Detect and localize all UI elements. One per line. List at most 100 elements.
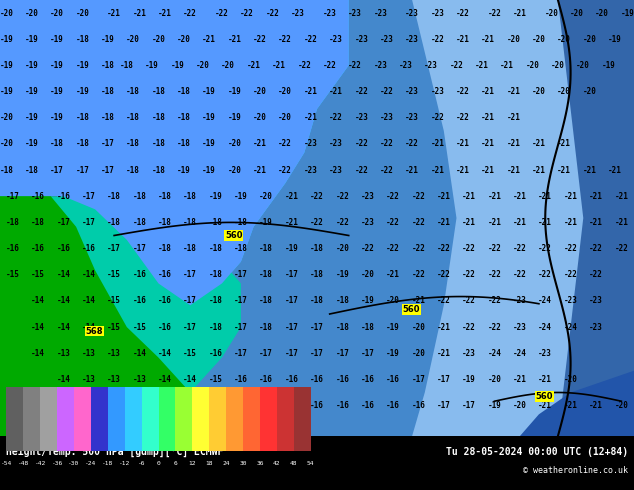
Text: -22: -22 <box>488 9 501 18</box>
Text: -20: -20 <box>532 35 546 44</box>
Text: -23: -23 <box>291 9 305 18</box>
Text: -20: -20 <box>228 140 242 148</box>
Text: -22: -22 <box>354 166 368 174</box>
Text: -22: -22 <box>488 270 501 279</box>
Text: -23: -23 <box>354 35 368 44</box>
Text: -18: -18 <box>158 192 172 201</box>
Text: -16: -16 <box>31 244 45 253</box>
Text: -21: -21 <box>253 140 267 148</box>
Text: -21: -21 <box>437 322 451 332</box>
Text: -23: -23 <box>380 35 394 44</box>
Text: -23: -23 <box>329 35 343 44</box>
Text: -17: -17 <box>234 322 248 332</box>
Text: -16: -16 <box>82 244 96 253</box>
Bar <box>91 387 108 451</box>
Text: -15: -15 <box>209 375 223 384</box>
Text: 48: 48 <box>290 461 297 465</box>
Text: -18: -18 <box>209 218 223 227</box>
Text: -14: -14 <box>259 401 273 410</box>
Text: -20: -20 <box>126 35 140 44</box>
Text: -17: -17 <box>107 244 121 253</box>
Text: -21: -21 <box>488 218 501 227</box>
Text: -23: -23 <box>329 166 343 174</box>
Text: -20: -20 <box>0 9 13 18</box>
Text: -22: -22 <box>411 244 425 253</box>
Text: -23: -23 <box>361 192 375 201</box>
Text: -17: -17 <box>285 322 299 332</box>
Text: -22: -22 <box>437 296 451 305</box>
Text: -17: -17 <box>183 270 197 279</box>
Text: -18: -18 <box>177 140 191 148</box>
Text: -22: -22 <box>513 270 527 279</box>
Text: -13: -13 <box>107 401 121 410</box>
Text: -17: -17 <box>437 401 451 410</box>
Text: -22: -22 <box>335 192 349 201</box>
Text: -21: -21 <box>462 218 476 227</box>
Text: 12: 12 <box>188 461 196 465</box>
Text: -22: -22 <box>278 166 292 174</box>
Bar <box>23 387 40 451</box>
Text: -23: -23 <box>430 87 444 96</box>
Text: -15: -15 <box>6 270 20 279</box>
Text: -19: -19 <box>75 61 89 70</box>
Text: -18: -18 <box>310 244 324 253</box>
Text: -20: -20 <box>507 35 521 44</box>
Text: -14: -14 <box>82 270 96 279</box>
Text: -21: -21 <box>583 166 597 174</box>
Text: -14: -14 <box>56 270 70 279</box>
Text: -19: -19 <box>25 35 39 44</box>
Text: -23: -23 <box>304 166 318 174</box>
Text: -21: -21 <box>228 35 242 44</box>
Text: -22: -22 <box>361 244 375 253</box>
Text: -23: -23 <box>462 349 476 358</box>
Text: -13: -13 <box>133 401 146 410</box>
Text: -23: -23 <box>329 140 343 148</box>
Polygon shape <box>0 196 209 436</box>
Text: -22: -22 <box>462 296 476 305</box>
Text: -21: -21 <box>538 218 552 227</box>
Text: -20: -20 <box>532 87 546 96</box>
Text: -19: -19 <box>202 113 216 122</box>
Text: -21: -21 <box>589 192 603 201</box>
Text: -21: -21 <box>507 87 521 96</box>
Text: -24: -24 <box>513 349 527 358</box>
Text: -21: -21 <box>513 9 527 18</box>
Text: -18: -18 <box>107 192 121 201</box>
Text: -14: -14 <box>56 375 70 384</box>
Text: -18: -18 <box>310 270 324 279</box>
Text: -30: -30 <box>68 461 80 465</box>
Text: -17: -17 <box>234 296 248 305</box>
Text: -18: -18 <box>259 244 273 253</box>
Text: -17: -17 <box>6 192 20 201</box>
Text: -16: -16 <box>386 375 400 384</box>
Bar <box>57 387 74 451</box>
Text: -20: -20 <box>278 87 292 96</box>
Text: -24: -24 <box>85 461 96 465</box>
Text: -21: -21 <box>202 35 216 44</box>
Text: -20: -20 <box>335 244 349 253</box>
Text: -19: -19 <box>177 166 191 174</box>
Text: -13: -13 <box>82 375 96 384</box>
Text: -19: -19 <box>462 375 476 384</box>
Text: -19: -19 <box>25 140 39 148</box>
Text: -17: -17 <box>234 349 248 358</box>
Text: -21: -21 <box>430 166 444 174</box>
Text: -14: -14 <box>31 349 45 358</box>
Text: -21: -21 <box>614 218 628 227</box>
Text: -18: -18 <box>234 218 248 227</box>
Text: -21: -21 <box>411 296 425 305</box>
Text: -19: -19 <box>75 87 89 96</box>
Text: 0: 0 <box>157 461 160 465</box>
Bar <box>176 387 192 451</box>
Text: -18: -18 <box>209 244 223 253</box>
Bar <box>277 387 294 451</box>
Text: -54: -54 <box>1 461 12 465</box>
Text: -14: -14 <box>56 296 70 305</box>
Text: -14: -14 <box>82 296 96 305</box>
Text: -22: -22 <box>304 35 318 44</box>
Text: -23: -23 <box>538 349 552 358</box>
Text: -17: -17 <box>133 244 146 253</box>
Text: -19: -19 <box>0 35 13 44</box>
Text: -18: -18 <box>152 113 165 122</box>
Text: -20: -20 <box>196 61 210 70</box>
